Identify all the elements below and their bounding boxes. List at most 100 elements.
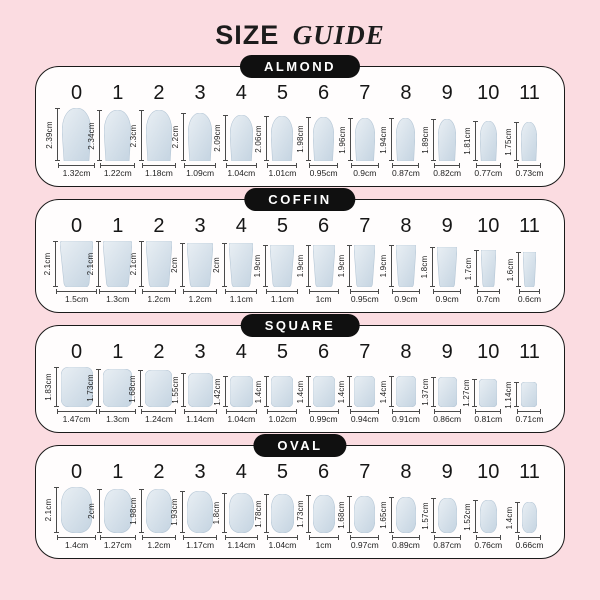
- width-measure-line: [517, 409, 542, 414]
- nail-shape-oval: [228, 493, 254, 533]
- nail-area: 1.8cm: [420, 241, 458, 287]
- nail-shape-square: [354, 376, 376, 407]
- width-label: 0.6cm: [517, 294, 542, 304]
- width-label: 1.27cm: [103, 540, 132, 550]
- height-label: 1.96cm: [337, 125, 347, 154]
- nail-shape-coffin: [522, 252, 536, 287]
- size-column: 10 1.81cm 0.77cm: [463, 82, 509, 178]
- height-label: 2.09cm: [212, 124, 222, 152]
- nail-wrap: 1.98cm: [296, 117, 335, 161]
- nail-wrap: 1.73cm: [296, 495, 335, 533]
- width-measure-line: [141, 163, 176, 168]
- size-number: 4: [235, 82, 247, 104]
- nail-shape-almond: [104, 110, 132, 161]
- width-measure-line: [183, 289, 218, 294]
- width-measure-line: [225, 409, 257, 414]
- height-measure-line: [180, 491, 186, 533]
- nail-shape-oval: [187, 491, 214, 533]
- nail-area: 1.57cm: [421, 487, 457, 533]
- nail-area: 2.1cm: [86, 241, 133, 287]
- size-column: 4 1.42cm 1.04cm: [213, 341, 262, 424]
- size-number: 11: [519, 215, 540, 237]
- height-measure-line: [263, 494, 269, 533]
- height-label: 1.4cm: [504, 506, 514, 529]
- size-columns: 0 2.1cm 1.5cm 1 2.1cm 1.3cm 2 2.1cm: [43, 215, 550, 304]
- size-column: 8 1.94cm 0.87cm: [379, 82, 426, 178]
- height-label: 1.4cm: [378, 380, 388, 403]
- nail-shape-coffin: [60, 241, 94, 287]
- nail-area: 1.6cm: [506, 241, 536, 287]
- height-measure-line: [53, 241, 59, 287]
- size-column: 11 1.14cm 0.71cm: [504, 341, 550, 424]
- size-number: 5: [276, 461, 288, 483]
- size-number: 11: [519, 341, 540, 363]
- height-measure-line: [138, 370, 144, 407]
- nail-area: 2.1cm: [129, 241, 172, 287]
- size-column: 6 1.98cm 0.95cm: [296, 82, 344, 178]
- nail-wrap: 1.55cm: [171, 373, 213, 407]
- height-measure-line: [96, 241, 102, 287]
- size-number: 0: [71, 82, 83, 104]
- height-label: 1.9cm: [378, 254, 388, 278]
- nail-shape-almond: [188, 113, 213, 161]
- size-column: 7 1.96cm 0.9cm: [338, 82, 385, 178]
- height-label: 2.1cm: [44, 498, 54, 522]
- nail-area: 1.37cm: [421, 367, 457, 407]
- height-label: 1.7cm: [463, 257, 473, 280]
- size-column: 7 1.4cm 0.94cm: [337, 341, 385, 424]
- height-measure-line: [472, 500, 478, 533]
- width-label: 1.47cm: [62, 414, 91, 424]
- size-number: 9: [441, 341, 453, 363]
- width-label: 1.18cm: [144, 168, 173, 178]
- size-column: 7 1.9cm 0.95cm: [337, 215, 385, 304]
- nail-wrap: 1.89cm: [421, 119, 457, 161]
- width-measure-line: [350, 289, 380, 294]
- size-column: 8 1.65cm 0.89cm: [379, 461, 426, 550]
- sections-container: ALMOND 0 2.39cm 1.32cm 1 2.34cm 1.22cm 2…: [35, 55, 565, 559]
- width-measure-line: [267, 409, 298, 414]
- size-number: 0: [71, 461, 83, 483]
- height-measure-line: [264, 376, 270, 407]
- nail-wrap: 1.9cm: [296, 245, 335, 287]
- nail-area: 1.68cm: [337, 487, 376, 533]
- nail-shape-square: [229, 376, 253, 407]
- nail-wrap: 2.09cm: [213, 115, 253, 161]
- height-measure-line: [430, 377, 436, 407]
- size-number: 10: [477, 461, 500, 483]
- size-number: 4: [235, 215, 247, 237]
- width-label: 0.87cm: [433, 540, 462, 550]
- size-column: 2 1.98cm 1.2cm: [129, 461, 179, 550]
- width-measure-line: [475, 163, 501, 168]
- width-label: 0.81cm: [474, 414, 503, 424]
- nail-wrap: 2cm: [170, 243, 214, 287]
- title-guide: GUIDE: [292, 20, 385, 50]
- size-columns: 0 2.1cm 1.4cm 1 2cm 1.27cm 2 1.98cm: [44, 461, 550, 550]
- width-measure-line: [433, 289, 462, 294]
- width-label: 0.7cm: [476, 294, 500, 304]
- height-label: 1.4cm: [254, 380, 264, 403]
- nail-area: 1.4cm: [254, 367, 294, 407]
- height-measure-line: [222, 376, 228, 407]
- width-measure-line: [517, 163, 542, 168]
- shape-section-oval: OVAL 0 2.1cm 1.4cm 1 2cm 1.27cm 2 1.98cm: [35, 434, 565, 559]
- width-label: 1.04cm: [227, 414, 256, 424]
- size-column: 0 2.1cm 1.4cm: [44, 461, 97, 550]
- size-number: 1: [112, 341, 124, 363]
- nail-shape-coffin: [354, 245, 376, 287]
- width-measure-line: [518, 289, 540, 294]
- height-measure-line: [54, 487, 60, 533]
- nail-area: 1.98cm: [129, 487, 172, 533]
- size-column: 9 1.89cm 0.82cm: [421, 82, 468, 178]
- nail-wrap: 1.4cm: [254, 376, 294, 407]
- height-measure-line: [305, 245, 311, 287]
- nail-shape-coffin: [312, 245, 335, 287]
- nail-wrap: 1.81cm: [463, 121, 497, 161]
- width-label: 0.94cm: [350, 414, 379, 424]
- width-measure-line: [267, 163, 298, 168]
- height-label: 1.37cm: [420, 378, 430, 406]
- nail-shape-almond: [438, 119, 457, 161]
- width-measure-line: [391, 409, 420, 414]
- nail-wrap: 2cm: [212, 243, 254, 287]
- height-measure-line: [55, 108, 61, 161]
- height-label: 1.27cm: [462, 379, 472, 407]
